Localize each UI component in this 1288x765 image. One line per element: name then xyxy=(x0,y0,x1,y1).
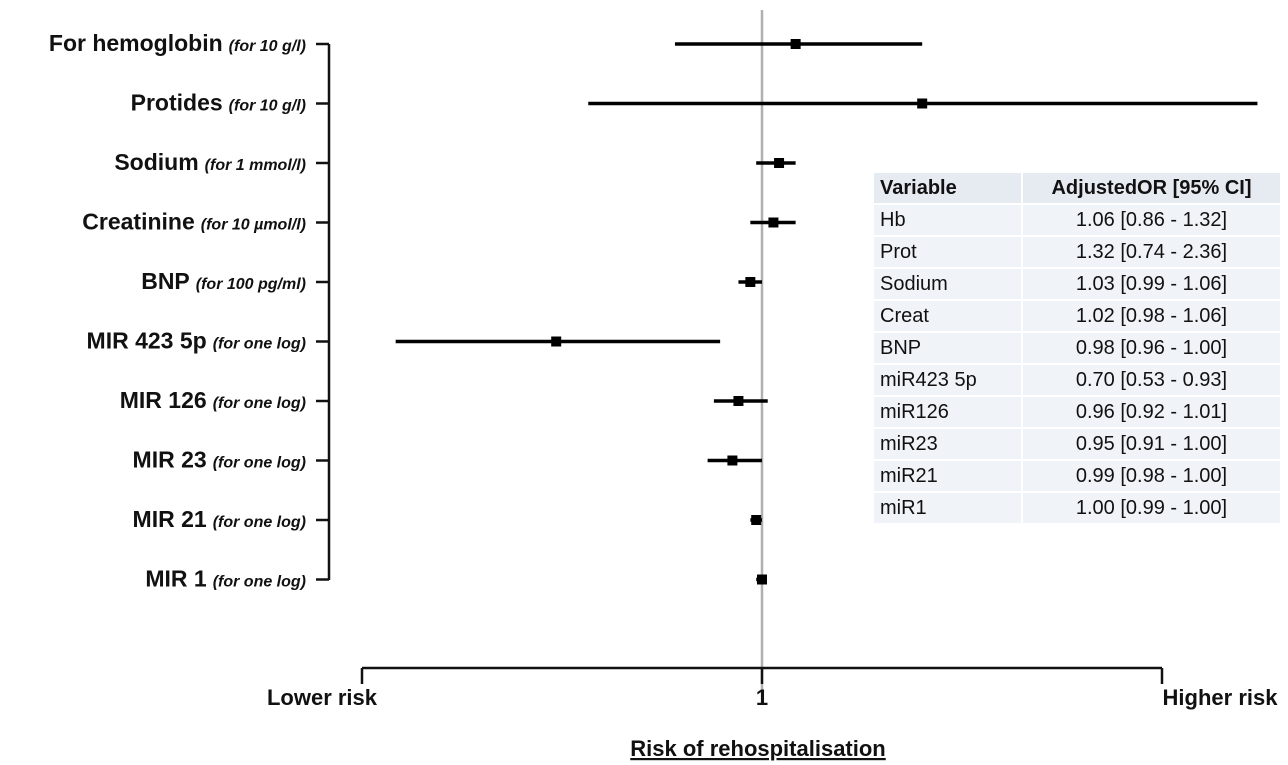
table-cell-or: 1.32 [0.74 - 2.36] xyxy=(1023,237,1280,267)
row-label-main: Protides xyxy=(131,90,223,116)
row-label-main: MIR 1 xyxy=(145,566,207,592)
estimate-point xyxy=(917,98,928,109)
odds-ratio-table: Variable AdjustedOR [95% CI] Hb 1.06 [0.8… xyxy=(872,171,1282,525)
row-label-main: For hemoglobin xyxy=(49,30,223,56)
table-body: Hb 1.06 [0.86 - 1.32] Prot 1.32 [0.74 - 2.3… xyxy=(874,205,1280,523)
table-cell-or: 0.98 [0.96 - 1.00] xyxy=(1023,333,1280,363)
row-label-main: Creatinine xyxy=(82,209,194,235)
row-label-main: MIR 21 xyxy=(133,506,207,532)
axis-left-label: Lower risk xyxy=(267,685,378,710)
estimate-marks xyxy=(395,39,1258,585)
row-label-main: MIR 23 xyxy=(133,447,207,473)
table-cell-variable: Prot xyxy=(874,237,1021,267)
table-cell-variable: miR23 xyxy=(874,429,1021,459)
table-row: Prot 1.32 [0.74 - 2.36] xyxy=(874,237,1280,267)
table-cell-or: 0.96 [0.92 - 1.01] xyxy=(1023,397,1280,427)
table-row: miR1 1.00 [0.99 - 1.00] xyxy=(874,493,1280,523)
row-label: MIR 126 (for one log) xyxy=(120,387,306,413)
row-label-main: BNP xyxy=(141,268,190,294)
table-header-row: Variable AdjustedOR [95% CI] xyxy=(874,173,1280,203)
row-label-unit: (for 10 g/l) xyxy=(229,98,306,115)
table-cell-or: 0.99 [0.98 - 1.00] xyxy=(1023,461,1280,491)
axis-right-label: Higher risk xyxy=(1163,685,1279,710)
row-label-unit: (for 10 g/l) xyxy=(229,38,306,55)
axis-title: Risk of rehospitalisation xyxy=(630,736,886,761)
row-label-unit: (for 10 µmol/l) xyxy=(201,217,306,234)
row-ticks xyxy=(316,42,329,581)
table-cell-or: 1.03 [0.99 - 1.06] xyxy=(1023,269,1280,299)
table-cell-variable: Sodium xyxy=(874,269,1021,299)
estimate-point xyxy=(751,515,762,525)
table-cell-variable: miR126 xyxy=(874,397,1021,427)
table-row: Hb 1.06 [0.86 - 1.32] xyxy=(874,205,1280,235)
estimate-point xyxy=(733,396,744,406)
table-row: miR126 0.96 [0.92 - 1.01] xyxy=(874,397,1280,427)
estimate-point xyxy=(551,336,562,347)
row-label-unit: (for one log) xyxy=(213,455,306,472)
table-row: BNP 0.98 [0.96 - 1.00] xyxy=(874,333,1280,363)
row-label-unit: (for one log) xyxy=(213,336,306,353)
row-label-main: MIR 126 xyxy=(120,387,207,413)
row-label: MIR 21 (for one log) xyxy=(133,506,306,532)
reference-label: 1 xyxy=(756,685,768,710)
row-label: MIR 23 (for one log) xyxy=(133,447,306,473)
row-label: BNP (for 100 pg/ml) xyxy=(141,268,306,294)
table-row: miR21 0.99 [0.98 - 1.00] xyxy=(874,461,1280,491)
row-label: MIR 1 (for one log) xyxy=(145,566,306,592)
row-labels: For hemoglobin (for 10 g/l) Protides (for 1… xyxy=(49,30,306,592)
row-label-unit: (for one log) xyxy=(213,574,306,591)
estimate-point xyxy=(774,158,785,168)
table-row: Creat 1.02 [0.98 - 1.06] xyxy=(874,301,1280,331)
table-cell-variable: Hb xyxy=(874,205,1021,235)
row-label-main: MIR 423 5p xyxy=(87,328,207,354)
table-cell-variable: miR423 5p xyxy=(874,365,1021,395)
table-row: miR23 0.95 [0.91 - 1.00] xyxy=(874,429,1280,459)
row-label-unit: (for one log) xyxy=(213,395,306,412)
row-label-unit: (for one log) xyxy=(213,514,306,531)
estimate-point xyxy=(745,277,756,287)
row-label: Creatinine (for 10 µmol/l) xyxy=(82,209,306,235)
table-row: Sodium 1.03 [0.99 - 1.06] xyxy=(874,269,1280,299)
table-cell-variable: miR21 xyxy=(874,461,1021,491)
table-cell-or: 0.95 [0.91 - 1.00] xyxy=(1023,429,1280,459)
table-cell-or: 1.00 [0.99 - 1.00] xyxy=(1023,493,1280,523)
row-label: For hemoglobin (for 10 g/l) xyxy=(49,30,306,56)
row-label-unit: (for 1 mmol/l) xyxy=(205,157,306,174)
row-label-unit: (for 100 pg/ml) xyxy=(196,276,306,293)
row-label: MIR 423 5p (for one log) xyxy=(87,328,306,354)
table-cell-or: 1.02 [0.98 - 1.06] xyxy=(1023,301,1280,331)
table-cell-or: 0.70 [0.53 - 0.93] xyxy=(1023,365,1280,395)
table-row: miR423 5p 0.70 [0.53 - 0.93] xyxy=(874,365,1280,395)
table-cell-or: 1.06 [0.86 - 1.32] xyxy=(1023,205,1280,235)
table-cell-variable: BNP xyxy=(874,333,1021,363)
estimate-point xyxy=(790,39,801,49)
table-header-or: AdjustedOR [95% CI] xyxy=(1023,173,1280,203)
estimate-point xyxy=(768,217,779,228)
row-label: Protides (for 10 g/l) xyxy=(131,90,306,116)
table-cell-variable: Creat xyxy=(874,301,1021,331)
table-header-variable: Variable xyxy=(874,173,1021,203)
row-label-main: Sodium xyxy=(114,149,198,175)
table-cell-variable: miR1 xyxy=(874,493,1021,523)
row-label: Sodium (for 1 mmol/l) xyxy=(114,149,306,175)
estimate-point xyxy=(727,455,738,466)
estimate-point xyxy=(757,574,767,585)
